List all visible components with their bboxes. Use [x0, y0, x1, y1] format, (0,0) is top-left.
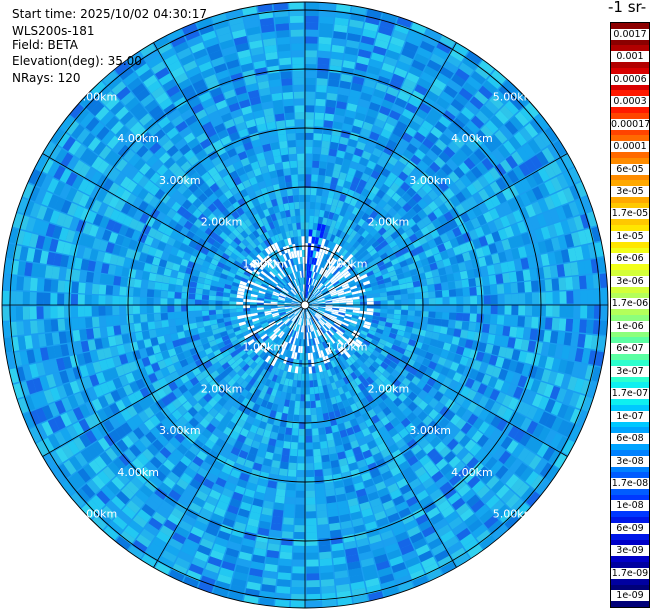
range-label: 1.00km — [326, 341, 368, 354]
colorbar-tick-label: 3e-08 — [611, 455, 649, 467]
range-label: 4.00km — [117, 132, 159, 145]
range-label: 1.00km — [242, 257, 284, 270]
colorbar-tick-label: 1e-08 — [611, 500, 649, 512]
azimuth-spoke — [304, 304, 457, 568]
colorbar-tick-label: 3e-05 — [611, 185, 649, 197]
instrument-text: WLS200s-181 — [12, 24, 95, 38]
colorbar-tick-label: 0.0001 — [611, 141, 649, 153]
azimuth-spoke — [42, 304, 306, 457]
range-label: 5.00km — [76, 508, 118, 521]
colorbar-tick-label: 6e-06 — [611, 253, 649, 265]
beta-data-sectors — [2, 2, 608, 608]
range-label: 5.00km — [493, 508, 535, 521]
colorbar-tick-label: 1.7e-06 — [611, 298, 649, 310]
colorbar: 0.0017 0.001 0.0006 0.0003 0.00017 0.0001 6e-0… — [610, 22, 650, 608]
colorbar-tick-label: 6e-09 — [611, 522, 649, 534]
range-label: 2.00km — [368, 216, 410, 229]
colorbar-tick-label: 1e-07 — [611, 410, 649, 422]
azimuth-spoke — [304, 153, 568, 306]
range-label: 2.00km — [368, 382, 410, 395]
colorbar-tick-label: 1e-05 — [611, 230, 649, 242]
azimuth-spoke — [153, 42, 306, 306]
range-label: 3.00km — [409, 424, 451, 437]
range-labels: 1.00km 1.00km 1.00km 1.00km 2.00km 2.00km 2.00… — [76, 90, 535, 520]
azimuth-spokes — [2, 2, 608, 608]
elevation-text: Elevation(deg): 35.00 — [12, 54, 142, 68]
colorbar-tick-label: 1e-06 — [611, 320, 649, 332]
nrays-text: NRays: 120 — [12, 71, 81, 85]
range-label: 3.00km — [159, 424, 201, 437]
range-label: 2.00km — [201, 382, 243, 395]
colorbar-tick-label: 1.7e-08 — [611, 477, 649, 489]
range-label: 1.00km — [242, 341, 284, 354]
colorbar-tick-label: 0.0006 — [611, 73, 649, 85]
colorbar-tick-label: 6e-07 — [611, 343, 649, 355]
colorbar-tick-label: 3e-09 — [611, 545, 649, 557]
range-label: 5.00km — [76, 90, 118, 103]
colorbar-tick-label: 1e-09 — [611, 590, 649, 602]
azimuth-spoke — [304, 304, 568, 457]
colorbar-tick-label: 6e-08 — [611, 433, 649, 445]
colorbar-tick-label: 0.0003 — [611, 96, 649, 108]
azimuth-spoke — [153, 304, 306, 568]
range-label: 5.00km — [493, 90, 535, 103]
ppi-scan-plot: 1.00km 1.00km 1.00km 1.00km 2.00km 2.00km 2.00… — [1, 1, 609, 609]
colorbar-tick-label: 1.7e-07 — [611, 388, 649, 400]
range-label: 4.00km — [451, 132, 493, 145]
range-label: 4.00km — [117, 466, 159, 479]
field-text: Field: BETA — [12, 38, 78, 52]
colorbar-tick-label: 0.0017 — [611, 28, 649, 40]
azimuth-spoke — [304, 42, 457, 306]
colorbar-tick-label: 6e-05 — [611, 163, 649, 175]
colorbar-tick-label: 3e-07 — [611, 365, 649, 377]
colorbar-tick-label: 0.001 — [611, 51, 649, 63]
range-label: 3.00km — [159, 174, 201, 187]
colorbar-tick-label: 1.7e-09 — [611, 567, 649, 579]
start-time-text: Start time: 2025/10/02 04:30:17 — [12, 7, 207, 21]
colorbar-unit-title: -1 sr- — [608, 0, 647, 16]
azimuth-spoke — [42, 153, 306, 306]
colorbar-tick-label: 0.00017 — [611, 118, 650, 130]
center-marker — [300, 300, 310, 310]
range-label: 3.00km — [409, 174, 451, 187]
colorbar-tick-label: 3e-06 — [611, 275, 649, 287]
range-label: 2.00km — [201, 216, 243, 229]
colorbar-tick-label: 1.7e-05 — [611, 208, 649, 220]
range-label: 4.00km — [451, 466, 493, 479]
range-label: 1.00km — [326, 257, 368, 270]
